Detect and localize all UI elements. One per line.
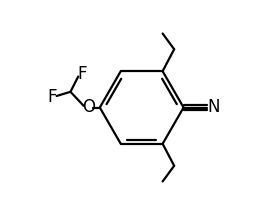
Text: F: F xyxy=(47,88,56,106)
Text: O: O xyxy=(82,98,95,117)
Text: F: F xyxy=(77,65,87,83)
Text: N: N xyxy=(208,98,220,117)
